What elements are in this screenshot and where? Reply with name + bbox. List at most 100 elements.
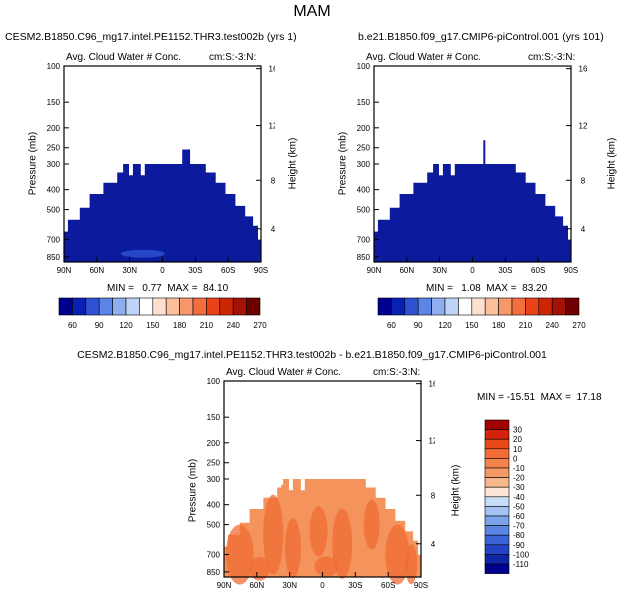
- page-title: MAM: [293, 3, 331, 20]
- colorbar-label: 150: [146, 321, 160, 330]
- x-tick-label: 30S: [498, 266, 512, 275]
- colorbar-swatch: [206, 297, 221, 316]
- difference-patch: [314, 556, 339, 577]
- x-tick-label: 30S: [348, 581, 362, 590]
- colorbar-label: -30: [513, 483, 525, 492]
- height-tick-label: 8: [271, 176, 275, 185]
- x-tick-label: 90S: [254, 266, 268, 275]
- difference-patch: [249, 556, 270, 581]
- height-tick-label: 12: [269, 122, 275, 131]
- cloud-patch: [120, 249, 165, 258]
- colorbar-swatch: [179, 297, 194, 316]
- panel-3-stats: MIN = -15.51 MAX = 17.18: [477, 392, 602, 403]
- y-tick-label: 300: [47, 160, 61, 169]
- difference-patch: [309, 506, 328, 557]
- colorbar-swatch: [484, 554, 510, 565]
- colorbar-label: 10: [513, 445, 522, 454]
- colorbar-label: 180: [173, 321, 187, 330]
- panel-1-ylabel-right: Height (km): [287, 137, 299, 190]
- y-tick-label: 500: [47, 206, 61, 215]
- x-tick-label: 0: [470, 266, 475, 275]
- panel-1-region: cm:S:-3:N:: [209, 52, 257, 63]
- colorbar-label: 20: [513, 435, 522, 444]
- panel-1-subtitle: Avg. Cloud Water # Conc.: [66, 52, 182, 63]
- colorbar-swatch: [484, 297, 499, 316]
- colorbar-label: -50: [513, 502, 525, 511]
- panel-2-subtitle: Avg. Cloud Water # Conc.: [366, 52, 482, 63]
- y-tick-label: 300: [357, 160, 371, 169]
- colorbar-swatch: [484, 544, 510, 555]
- colorbar-swatch: [139, 297, 154, 316]
- x-tick-label: 60S: [221, 266, 235, 275]
- colorbar-swatch: [484, 467, 510, 478]
- colorbar-label: 0: [513, 454, 518, 463]
- colorbar-label: -80: [513, 531, 525, 540]
- x-tick-label: 90S: [564, 266, 578, 275]
- colorbar-swatch: [498, 297, 513, 316]
- panel-2-case-title: b.e21.B1850.f09_g17.CMIP6-piControl.001 …: [358, 31, 604, 43]
- colorbar-label: -70: [513, 522, 525, 531]
- colorbar-swatch: [471, 297, 486, 316]
- colorbar-label: 90: [414, 321, 423, 330]
- colorbar-swatch: [484, 534, 510, 546]
- y-tick-label: 300: [207, 475, 221, 484]
- panel-1-colorbar: 60 90 120 150 180 210 240 270: [58, 297, 267, 330]
- colorbar-swatch: [484, 563, 510, 574]
- height-tick-label: 8: [431, 491, 435, 500]
- height-tick-label: 4: [271, 225, 275, 234]
- colorbar-swatch: [58, 297, 73, 316]
- x-tick-label: 30N: [432, 266, 447, 275]
- y-tick-label: 400: [207, 501, 221, 510]
- colorbar-label: -100: [513, 550, 530, 559]
- colorbar-swatch: [391, 297, 406, 316]
- colorbar-swatch: [165, 297, 180, 316]
- panel-1-plot: 100 150 200 250 300 400 500 700 850 90N 60N 30N 0 30S…: [47, 62, 275, 275]
- colorbar-label: 120: [119, 321, 133, 330]
- y-tick-label: 100: [207, 377, 221, 386]
- colorbar-swatch: [404, 297, 419, 316]
- y-tick-label: 150: [357, 98, 371, 107]
- height-tick-label: 4: [581, 225, 586, 234]
- difference-patch: [332, 508, 353, 579]
- height-tick-label: 16: [579, 65, 588, 74]
- y-tick-label: 250: [47, 144, 61, 153]
- colorbar-swatch: [444, 297, 459, 316]
- colorbar-label: -60: [513, 512, 525, 521]
- colorbar-swatch: [125, 297, 140, 316]
- colorbar-swatch: [246, 297, 261, 316]
- panel-3-subtitle: Avg. Cloud Water # Conc.: [226, 367, 342, 378]
- colorbar-swatch: [565, 297, 580, 316]
- colorbar-swatch: [152, 297, 167, 316]
- x-tick-label: 60N: [89, 266, 104, 275]
- difference-patch: [363, 499, 380, 550]
- panel-2-plot: 100 150 200 250 300 400 500 700 850 90N 60N 30N 0 30S…: [357, 62, 588, 275]
- colorbar-swatch: [232, 297, 247, 316]
- y-tick-label: 700: [207, 551, 221, 560]
- y-tick-label: 150: [47, 98, 61, 107]
- cloud-field: [374, 164, 571, 262]
- colorbar-label: 30: [513, 426, 522, 435]
- panel-3-region: cm:S:-3:N:: [373, 367, 421, 378]
- x-tick-label: 30S: [188, 266, 202, 275]
- colorbar-swatch: [484, 448, 510, 459]
- y-tick-label: 250: [207, 459, 221, 468]
- colorbar-swatch: [417, 297, 432, 316]
- colorbar-swatch: [431, 297, 446, 316]
- y-tick-label: 850: [357, 253, 371, 262]
- colorbar-label: -10: [513, 464, 525, 473]
- colorbar-swatch: [484, 525, 510, 536]
- difference-patch: [263, 494, 284, 575]
- panel-3-colorbar: 3020100-10-20-30-40-50-60-70-80-90-100-1…: [484, 419, 530, 574]
- height-tick-label: 4: [431, 540, 435, 549]
- cloud-spike: [483, 140, 486, 164]
- panel-1-case-title: CESM2.B1850.C96_mg17.intel.PE1152.THR3.t…: [5, 31, 297, 43]
- x-tick-label: 0: [160, 266, 165, 275]
- x-tick-label: 30N: [122, 266, 137, 275]
- panel-3-case-title: CESM2.B1850.C96_mg17.intel.PE1152.THR3.t…: [77, 349, 547, 361]
- colorbar-label: 270: [572, 321, 586, 330]
- y-tick-label: 200: [207, 439, 221, 448]
- y-tick-label: 700: [47, 236, 61, 245]
- x-tick-label: 60S: [531, 266, 545, 275]
- y-tick-label: 400: [47, 186, 61, 195]
- y-tick-label: 250: [357, 144, 371, 153]
